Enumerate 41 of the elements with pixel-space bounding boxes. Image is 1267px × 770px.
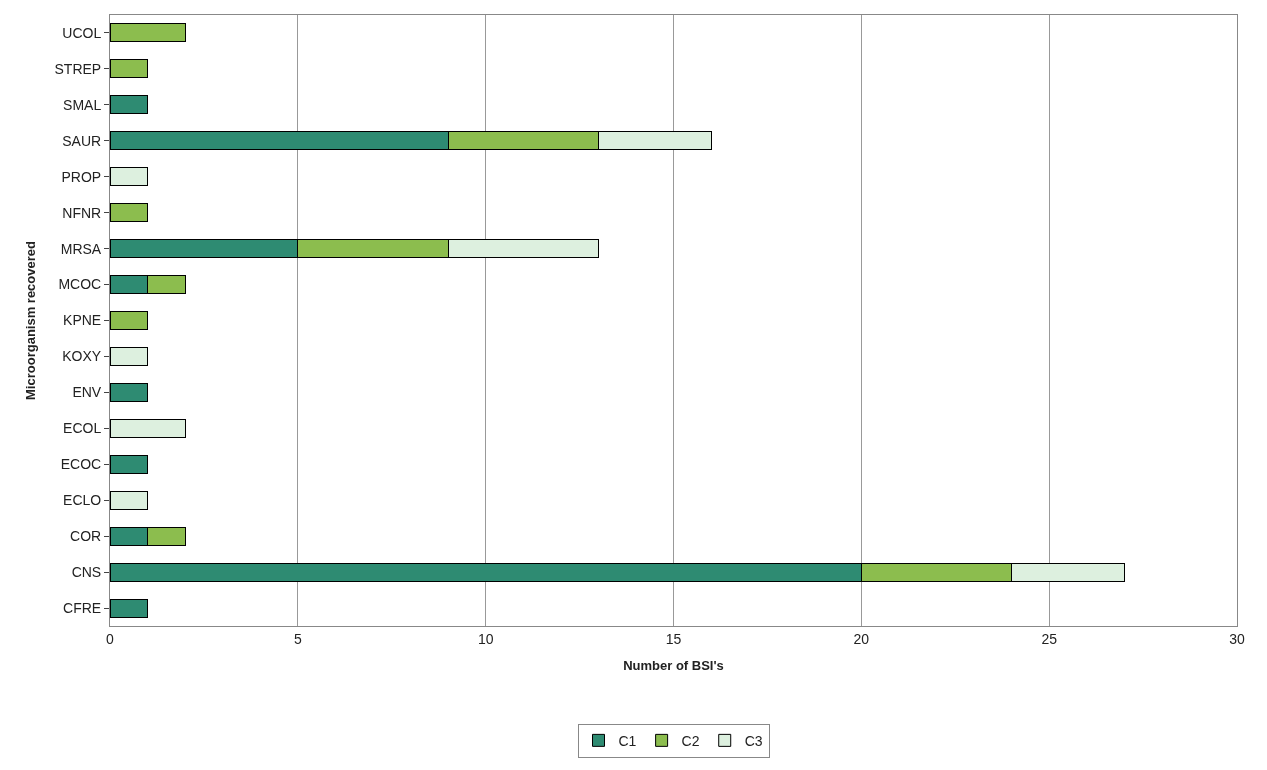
bar (110, 598, 149, 618)
bar (110, 346, 149, 366)
x-tick-label: 15 (665, 630, 682, 647)
legend-label: C2 (681, 732, 700, 749)
y-tick-label: ECOL (63, 420, 102, 437)
x-tick-label: 20 (853, 630, 870, 647)
x-tick-label: 5 (293, 630, 302, 647)
y-tick-label: MCOC (58, 276, 102, 293)
x-tick-label: 25 (1041, 630, 1058, 647)
y-tick-label: UCOL (62, 24, 102, 41)
y-tick-label: STREP (54, 60, 102, 77)
y-tick-label: CFRE (63, 599, 102, 616)
bar (110, 23, 186, 43)
x-tick-label: 10 (477, 630, 494, 647)
y-axis-title: Microorganism recovered (23, 240, 39, 400)
y-tick-label: ECOC (60, 456, 102, 473)
bar (110, 418, 186, 438)
y-tick-label: ECLO (63, 492, 102, 509)
y-tick-label: PROP (61, 168, 102, 185)
y-tick-label: KPNE (63, 312, 102, 329)
y-tick-label: SMAL (63, 96, 102, 113)
y-tick-label: NFNR (62, 204, 102, 221)
bar (110, 454, 149, 474)
bar (110, 95, 149, 115)
y-tick-label: SAUR (62, 132, 102, 149)
y-tick-label: CNS (71, 563, 102, 580)
legend-label: C3 (744, 732, 763, 749)
x-tick-label: 0 (106, 630, 115, 647)
bar (110, 167, 149, 187)
x-axis-title: Number of BSI's (623, 658, 724, 674)
y-tick-label: COR (70, 528, 102, 545)
bar (110, 490, 149, 510)
bar (110, 203, 149, 223)
y-tick-label: MRSA (60, 240, 102, 257)
y-tick-label: ENV (72, 384, 102, 401)
legend-label: C1 (618, 732, 637, 749)
y-tick-label: KOXY (62, 348, 102, 365)
bar (110, 59, 149, 79)
x-tick-label: 30 (1229, 630, 1245, 647)
bar (110, 382, 149, 402)
bar (110, 311, 149, 330)
